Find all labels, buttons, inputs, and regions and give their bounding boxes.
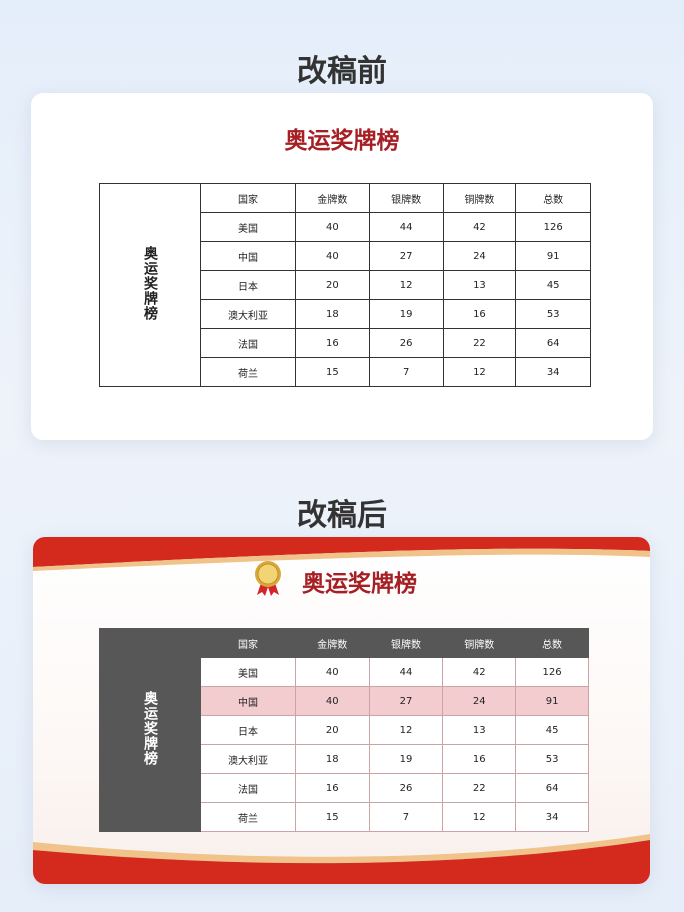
table-cell: 法国: [200, 773, 296, 803]
table-cell: 42: [442, 657, 517, 687]
table-cell: 42: [442, 212, 517, 242]
table-cell: 44: [368, 212, 444, 242]
header-cell: 国家: [199, 183, 297, 213]
table-cell: 22: [442, 773, 517, 803]
after-medal-table: 奥运奖牌榜 国家 金牌数 银牌数 铜牌数 总数 美国 40 44 42 126 中国 40 27 24 91 日…: [99, 628, 589, 832]
after-heading: 改稿后: [297, 498, 387, 533]
table-cell: 64: [515, 773, 589, 803]
header-cell: 国家: [200, 628, 296, 658]
table-cell: 53: [515, 299, 591, 329]
table-row: 荷兰 15 7 12 34: [100, 802, 589, 832]
table-cell: 20: [294, 715, 370, 745]
header-cell: 银牌数: [368, 628, 444, 658]
table-row: 日本 20 12 13 45: [100, 715, 589, 745]
table-row: 荷兰 15 7 12 34: [100, 357, 591, 387]
header-cell: 金牌数: [295, 183, 370, 213]
before-heading: 改稿前: [297, 54, 387, 89]
table-cell: 澳大利亚: [200, 744, 296, 774]
before-slide-title: 奥运奖牌榜: [284, 128, 400, 154]
before-medal-table: 奥运奖牌榜 国家 金牌数 银牌数 铜牌数 总数 美国 40 44 42 126 中国 40 27 24 91 日…: [99, 183, 591, 387]
table-cell: 91: [515, 686, 589, 716]
header-cell: 铜牌数: [442, 628, 517, 658]
table-cell: 19: [368, 744, 444, 774]
table-cell: 15: [295, 357, 370, 387]
table-cell: 22: [442, 328, 517, 358]
table-cell: 64: [515, 328, 591, 358]
table-cell: 13: [442, 715, 517, 745]
table-row: 日本 20 12 13 45: [100, 270, 591, 300]
table-cell: 16: [442, 744, 517, 774]
table-cell: 12: [442, 802, 517, 832]
table-cell: 24: [442, 241, 517, 271]
table-cell: 53: [515, 744, 589, 774]
table-cell: 12: [368, 715, 444, 745]
table-cell: 12: [442, 357, 517, 387]
table-cell: 18: [295, 299, 370, 329]
table-cell: 20: [295, 270, 370, 300]
table-cell: 19: [368, 299, 444, 329]
table-row: 法国 16 26 22 64: [100, 328, 591, 358]
table-cell: 27: [368, 241, 444, 271]
table-cell: 荷兰: [200, 802, 296, 832]
table-cell: 13: [442, 270, 517, 300]
after-slide-title: 奥运奖牌榜: [302, 571, 417, 597]
table-cell: 日本: [199, 270, 297, 300]
table-cell: 126: [515, 212, 591, 242]
side-label: 奥运奖牌榜: [142, 246, 158, 321]
table-cell: 44: [368, 657, 444, 687]
table-cell: 40: [295, 241, 370, 271]
table-cell: 16: [294, 773, 370, 803]
table-cell: 7: [368, 802, 444, 832]
table-cell: 荷兰: [199, 357, 297, 387]
table-header-row: 奥运奖牌榜 国家 金牌数 银牌数 铜牌数 总数: [99, 628, 589, 832]
after-slide: 奥运奖牌榜 奥运奖牌榜 国家 金牌数 银牌数 铜牌数 总数 美国 40 44 42 126 中国 40 2…: [33, 537, 650, 884]
red-ribbon-top: [33, 537, 650, 571]
table-cell: 34: [515, 357, 591, 387]
table-row: 澳大利亚 18 19 16 53: [100, 299, 591, 329]
before-slide: 奥运奖牌榜 奥运奖牌榜 国家 金牌数 银牌数 铜牌数 总数 美国 40 44 42 126 中国 40 2…: [31, 93, 653, 440]
table-cell: 12: [368, 270, 444, 300]
table-cell: 16: [442, 299, 517, 329]
table-cell: 45: [515, 270, 591, 300]
table-row: 中国 40 27 24 91: [100, 686, 589, 716]
table-cell: 40: [294, 657, 370, 687]
header-cell: 铜牌数: [442, 183, 517, 213]
table-cell: 26: [368, 773, 444, 803]
table-cell: 日本: [200, 715, 296, 745]
header-cell: 金牌数: [294, 628, 370, 658]
table-cell: 15: [294, 802, 370, 832]
gold-medal-icon: [255, 561, 281, 596]
table-cell: 美国: [199, 212, 297, 242]
table-cell: 16: [295, 328, 370, 358]
table-cell: 40: [295, 212, 370, 242]
table-cell: 126: [515, 657, 589, 687]
table-cell: 中国: [200, 686, 296, 716]
side-label: 奥运奖牌榜: [142, 691, 158, 766]
table-cell: 法国: [199, 328, 297, 358]
table-header-row: 奥运奖牌榜 国家 金牌数 银牌数 铜牌数 总数: [99, 183, 591, 387]
table-cell: 45: [515, 715, 589, 745]
red-ribbon-bottom: [33, 834, 650, 884]
header-cell: 银牌数: [368, 183, 444, 213]
table-cell: 18: [294, 744, 370, 774]
table-cell: 27: [368, 686, 444, 716]
header-cell: 总数: [515, 183, 591, 213]
header-cell: 总数: [515, 628, 589, 658]
table-cell: 26: [368, 328, 444, 358]
table-cell: 澳大利亚: [199, 299, 297, 329]
table-cell: 7: [368, 357, 444, 387]
table-cell: 91: [515, 241, 591, 271]
table-cell: 34: [515, 802, 589, 832]
table-row: 美国 40 44 42 126: [100, 212, 591, 242]
table-cell: 美国: [200, 657, 296, 687]
table-row: 美国 40 44 42 126: [100, 657, 589, 687]
table-row: 法国 16 26 22 64: [100, 773, 589, 803]
table-cell: 40: [294, 686, 370, 716]
table-cell: 24: [442, 686, 517, 716]
table-cell: 中国: [199, 241, 297, 271]
